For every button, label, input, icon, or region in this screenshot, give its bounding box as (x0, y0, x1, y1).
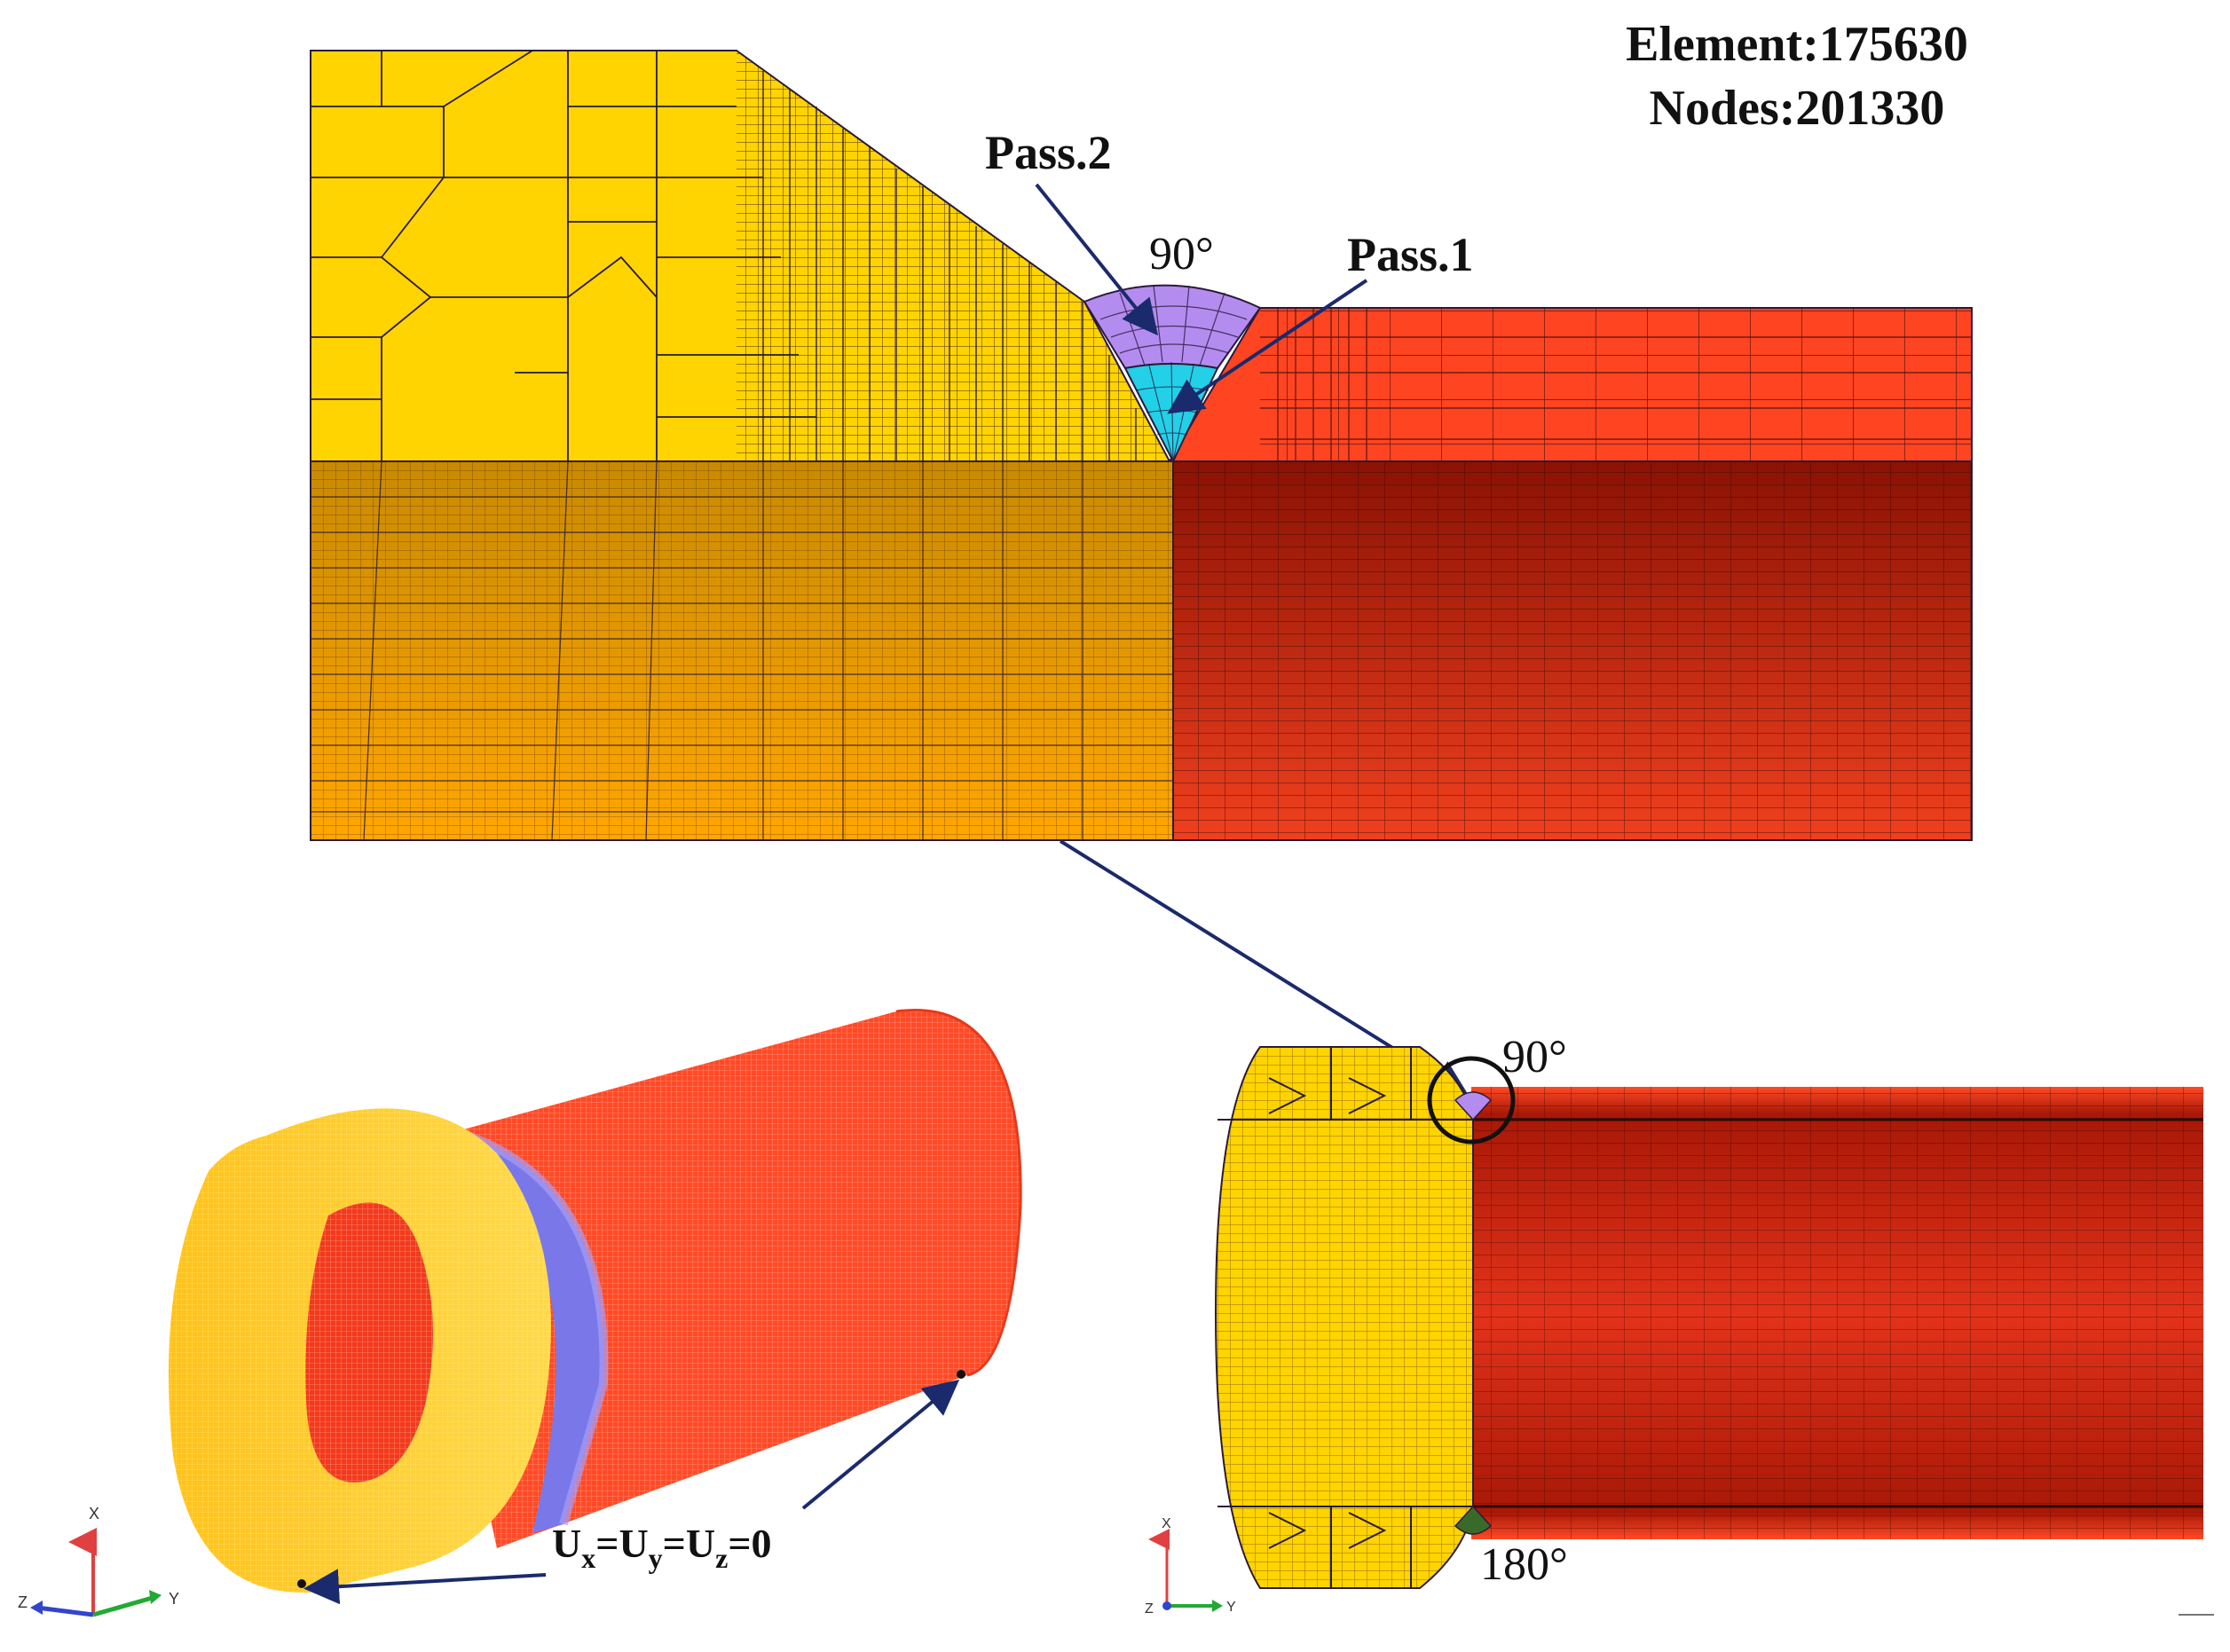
detail-circle (1427, 1056, 1516, 1145)
svg-text:Ux=Uy=Uz=0: Ux=Uy=Uz=0 (552, 1521, 772, 1574)
pass-2-label: Pass.2 (985, 126, 1112, 179)
bc-arrow-front (303, 1569, 547, 1605)
flange-mesh-coarse (311, 50, 816, 461)
constraint-node-back (957, 1370, 965, 1379)
side-view-model (1214, 1046, 2203, 1589)
pass-2-arrow (1035, 183, 1159, 336)
bc-arrow-back (801, 1379, 960, 1510)
axis-triad-right: X Y Z (1145, 1516, 1236, 1617)
pass-1-label: Pass.1 (1347, 228, 1474, 281)
axis-z-label-left: Z (18, 1593, 28, 1611)
boundary-condition-label: Ux=Uy=Uz=0 (552, 1521, 772, 1574)
angle-180-label-right: 180° (1480, 1539, 1568, 1590)
isometric-model (169, 1009, 1022, 1593)
weld-band (415, 1129, 604, 1533)
angle-90-label-top: 90° (1149, 229, 1214, 279)
angle-90-label-right: 90° (1502, 1032, 1567, 1082)
axis-x-label-left: X (89, 1505, 99, 1522)
element-count: Element:175630 (1626, 17, 1968, 72)
node-count: Nodes:201330 (1650, 81, 1945, 136)
axis-x-label-right: X (1162, 1516, 1171, 1531)
axis-z-label-right: Z (1145, 1601, 1154, 1617)
axis-y-label-left: Y (169, 1590, 179, 1608)
pass-1-arrow (1167, 279, 1368, 414)
cross-section-mesh (310, 50, 1973, 841)
axis-y-label-right: Y (1226, 1600, 1236, 1615)
axis-triad-left: X Y Z (18, 1505, 179, 1617)
constraint-node-front (297, 1579, 306, 1588)
